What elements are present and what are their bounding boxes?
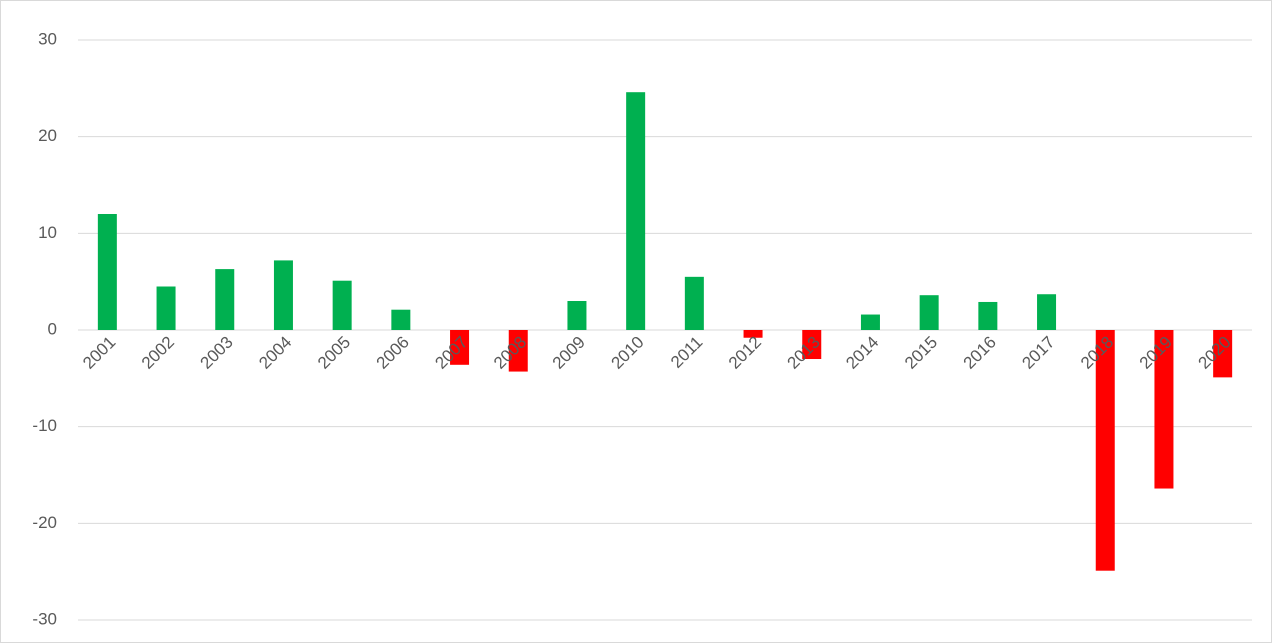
bar xyxy=(978,301,998,330)
bar xyxy=(1154,330,1174,489)
bar xyxy=(1213,330,1233,378)
y-tick-label: 0 xyxy=(48,319,57,338)
y-tick-label: -10 xyxy=(32,416,57,435)
bar xyxy=(97,214,117,330)
bar xyxy=(626,92,646,330)
bar xyxy=(919,295,939,330)
bar xyxy=(1095,330,1115,571)
bar xyxy=(508,330,528,372)
y-tick-label: 20 xyxy=(38,126,57,145)
bar xyxy=(450,330,470,365)
bar xyxy=(1037,294,1057,330)
y-tick-label: -20 xyxy=(32,513,57,532)
bar xyxy=(391,309,411,330)
bar xyxy=(567,301,587,330)
bar xyxy=(332,280,352,330)
bar xyxy=(802,330,822,359)
bar xyxy=(215,269,235,330)
y-tick-label: 30 xyxy=(38,29,57,48)
y-tick-label: -30 xyxy=(32,609,57,628)
bar xyxy=(743,330,763,338)
y-tick-label: 10 xyxy=(38,223,57,242)
bar xyxy=(156,286,176,330)
bar xyxy=(860,314,880,330)
bar xyxy=(273,260,293,330)
bar xyxy=(684,276,704,330)
